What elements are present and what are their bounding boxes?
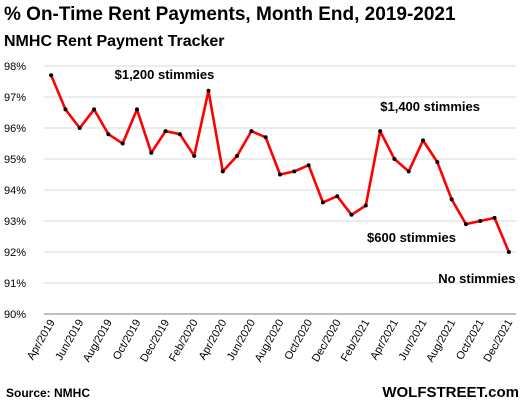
data-point bbox=[363, 203, 368, 208]
y-tick-label: 94% bbox=[4, 185, 26, 197]
data-point bbox=[120, 141, 125, 146]
data-point bbox=[77, 126, 82, 130]
y-tick-label: 92% bbox=[4, 247, 26, 259]
x-tick-label: Oct/2021 bbox=[454, 318, 487, 363]
brand-label: WOLFSTREET.com bbox=[382, 384, 519, 401]
x-tick-label: Feb/2021 bbox=[339, 318, 373, 364]
data-point bbox=[378, 129, 383, 134]
data-point bbox=[506, 250, 511, 254]
x-tick-label: Apr/2020 bbox=[197, 318, 230, 363]
source-label: Source: NMHC bbox=[6, 386, 91, 400]
data-point bbox=[349, 212, 354, 217]
x-tick-label: Oct/2020 bbox=[282, 318, 315, 363]
data-point bbox=[106, 132, 111, 137]
data-point bbox=[320, 200, 325, 205]
x-tick-label: Oct/2019 bbox=[111, 318, 144, 363]
data-point bbox=[49, 73, 54, 78]
data-point bbox=[306, 163, 311, 168]
x-tick-label: Dec/2021 bbox=[482, 318, 516, 365]
x-tick-label: Apr/2019 bbox=[25, 318, 58, 363]
data-point bbox=[92, 107, 97, 112]
y-tick-label: 90% bbox=[4, 309, 26, 321]
x-tick-label: Aug/2021 bbox=[424, 318, 458, 365]
y-tick-label: 98% bbox=[4, 61, 26, 73]
data-point bbox=[134, 107, 139, 112]
x-tick-label: Feb/2020 bbox=[167, 318, 201, 364]
data-point bbox=[421, 138, 426, 143]
y-tick-label: 96% bbox=[4, 123, 26, 135]
data-point bbox=[492, 215, 497, 220]
data-point bbox=[278, 172, 282, 177]
data-point bbox=[463, 222, 468, 227]
chart-subtitle: NMHC Rent Payment Tracker bbox=[4, 33, 225, 50]
x-tick-label: Aug/2020 bbox=[253, 318, 287, 365]
data-point bbox=[335, 194, 340, 199]
annotation: No stimmies bbox=[438, 271, 515, 286]
y-tick-label: 97% bbox=[4, 92, 26, 104]
data-point bbox=[292, 169, 297, 174]
data-point bbox=[63, 107, 68, 112]
data-point bbox=[192, 153, 197, 158]
data-point bbox=[435, 160, 440, 165]
y-tick-label: 95% bbox=[4, 154, 26, 166]
data-point bbox=[163, 129, 168, 134]
data-point bbox=[406, 169, 411, 174]
y-tick-label: 91% bbox=[4, 278, 26, 290]
data-point bbox=[235, 153, 240, 158]
annotation: $1,400 stimmies bbox=[380, 99, 480, 114]
annotation: $600 stimmies bbox=[367, 230, 456, 245]
data-point bbox=[449, 197, 454, 202]
data-point bbox=[263, 135, 268, 140]
y-tick-label: 93% bbox=[4, 216, 26, 228]
data-point bbox=[220, 169, 225, 174]
data-point bbox=[392, 157, 397, 161]
chart-title: % On-Time Rent Payments, Month End, 2019… bbox=[4, 4, 456, 25]
x-tick-label: Apr/2021 bbox=[368, 318, 401, 363]
x-tick-label: Aug/2019 bbox=[81, 318, 115, 365]
annotation: $1,200 stimmies bbox=[115, 67, 215, 82]
data-point bbox=[249, 129, 254, 134]
data-point bbox=[177, 132, 182, 137]
data-point bbox=[149, 150, 154, 155]
data-point bbox=[206, 88, 211, 93]
data-point bbox=[478, 219, 483, 223]
